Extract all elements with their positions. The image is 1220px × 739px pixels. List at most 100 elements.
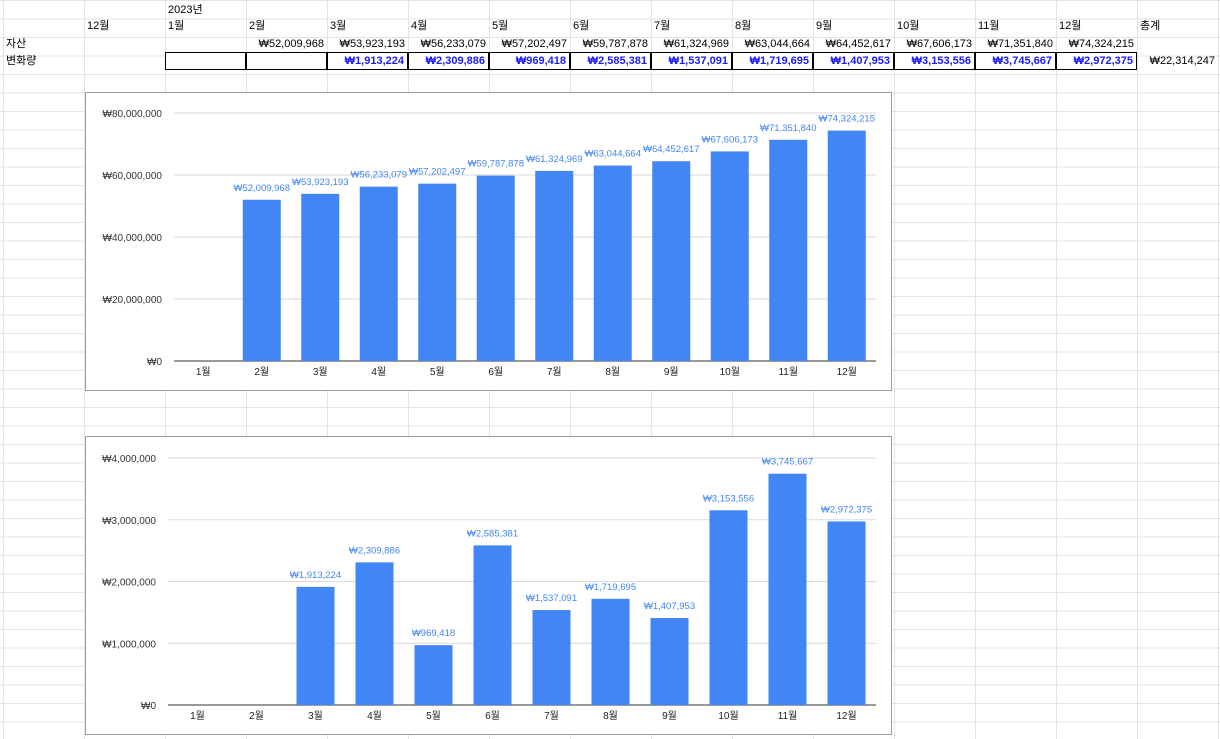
header-cell[interactable]: 10월: [897, 20, 920, 32]
header-cell[interactable]: 총계: [1140, 20, 1161, 32]
header-cell[interactable]: 8월: [735, 20, 752, 32]
bar[interactable]: [650, 618, 689, 705]
bar[interactable]: [476, 175, 515, 361]
x-tick-label: 3월: [313, 366, 328, 378]
delta-cell[interactable]: ₩3,153,556: [894, 52, 975, 70]
data-label: ₩67,606,173: [701, 134, 758, 145]
y-tick-label: ₩80,000,000: [103, 109, 163, 120]
bar[interactable]: [355, 562, 394, 705]
header-cell[interactable]: 7월: [654, 20, 671, 32]
asset-cell[interactable]: ₩74,324,215: [1068, 38, 1134, 50]
bar[interactable]: [473, 545, 512, 705]
x-tick-label: 6월: [488, 366, 503, 378]
bar[interactable]: [827, 521, 866, 705]
asset-chart-svg: ₩0 ₩20,000,000 ₩40,000,000 ₩60,000,000 ₩80,0…: [103, 109, 876, 378]
data-label: ₩57,202,497: [409, 167, 466, 178]
x-tick-label: 5월: [426, 710, 441, 722]
header-cell[interactable]: 2월: [249, 20, 266, 32]
x-tick-label: 8월: [605, 366, 620, 378]
bar[interactable]: [359, 186, 398, 361]
bar[interactable]: [242, 199, 281, 361]
delta-cell[interactable]: ₩3,745,667: [975, 52, 1056, 70]
bar[interactable]: [414, 645, 453, 705]
data-label: ₩1,719,695: [585, 582, 636, 593]
year-label[interactable]: 2023년: [168, 4, 203, 16]
header-cell[interactable]: 1월: [168, 20, 185, 32]
bar[interactable]: [769, 139, 808, 361]
x-tick-label: 5월: [430, 366, 445, 378]
x-tick-label: 11월: [778, 710, 798, 722]
header-cell[interactable]: 9월: [816, 20, 833, 32]
data-label: ₩56,233,079: [350, 170, 407, 181]
x-tick-label: 3월: [308, 710, 323, 722]
asset-cell[interactable]: [1137, 35, 1218, 53]
asset-cell[interactable]: [84, 35, 165, 53]
delta-cell[interactable]: [246, 52, 327, 70]
delta-chart[interactable]: ₩0 ₩1,000,000 ₩2,000,000 ₩3,000,000 ₩4,000,0…: [85, 436, 892, 735]
y-tick-label: ₩20,000,000: [103, 295, 163, 306]
bar[interactable]: [709, 510, 748, 705]
asset-cell[interactable]: ₩61,324,969: [663, 38, 729, 50]
header-cell[interactable]: 4월: [411, 20, 428, 32]
asset-cell[interactable]: ₩64,452,617: [825, 38, 891, 50]
delta-cell[interactable]: ₩22,314,247: [1149, 55, 1215, 67]
bar[interactable]: [652, 161, 691, 361]
y-tick-label: ₩0: [147, 357, 162, 368]
bar[interactable]: [296, 586, 335, 705]
asset-cell[interactable]: ₩67,606,173: [906, 38, 972, 50]
bar[interactable]: [535, 170, 574, 361]
delta-cell[interactable]: ₩1,719,695: [732, 52, 813, 70]
x-tick-label: 9월: [664, 366, 679, 378]
bar[interactable]: [301, 193, 340, 361]
bar[interactable]: [418, 183, 457, 361]
x-tick-label: 11월: [778, 366, 798, 378]
bar[interactable]: [710, 151, 749, 361]
data-label: ₩969,418: [412, 628, 455, 639]
y-tick-label: ₩4,000,000: [102, 454, 156, 465]
delta-cell[interactable]: ₩1,407,953: [813, 52, 894, 70]
data-label: ₩61,324,969: [526, 154, 583, 165]
header-cell[interactable]: 5월: [492, 20, 509, 32]
delta-cell[interactable]: ₩2,309,886: [408, 52, 489, 70]
bar[interactable]: [768, 473, 807, 705]
data-label: ₩2,585,381: [467, 528, 518, 539]
data-label: ₩3,745,667: [762, 457, 813, 468]
delta-cell[interactable]: ₩1,537,091: [651, 52, 732, 70]
asset-chart[interactable]: ₩0 ₩20,000,000 ₩40,000,000 ₩60,000,000 ₩80,0…: [85, 92, 892, 391]
delta-cell[interactable]: ₩1,913,224: [327, 52, 408, 70]
data-label: ₩1,537,091: [526, 593, 577, 604]
asset-row-label[interactable]: 자산: [6, 38, 27, 50]
delta-cell[interactable]: ₩969,418: [489, 52, 570, 70]
asset-cell[interactable]: ₩52,009,968: [258, 38, 324, 50]
header-cell[interactable]: 6월: [573, 20, 590, 32]
x-tick-label: 6월: [485, 710, 500, 722]
bar[interactable]: [532, 610, 571, 705]
header-cell[interactable]: 11월: [978, 20, 1000, 32]
x-tick-label: 10월: [718, 710, 738, 722]
asset-cell[interactable]: ₩63,044,664: [744, 38, 810, 50]
delta-cell[interactable]: [84, 52, 165, 70]
delta-cell[interactable]: [165, 52, 246, 70]
x-tick-label: 10월: [720, 366, 740, 378]
bar[interactable]: [591, 598, 630, 705]
x-tick-label: 9월: [662, 710, 677, 722]
header-cell[interactable]: 12월: [87, 20, 110, 32]
delta-cell[interactable]: ₩2,585,381: [570, 52, 651, 70]
asset-cell[interactable]: ₩57,202,497: [501, 38, 567, 50]
asset-cell[interactable]: [165, 35, 246, 53]
delta-cell[interactable]: ₩2,972,375: [1056, 52, 1137, 70]
bar[interactable]: [827, 130, 866, 361]
data-label: ₩64,452,617: [643, 144, 700, 155]
y-tick-label: ₩60,000,000: [103, 171, 163, 182]
asset-cell[interactable]: ₩71,351,840: [987, 38, 1053, 50]
x-tick-label: 7월: [547, 366, 562, 378]
delta-row-label[interactable]: 변화량: [6, 55, 37, 67]
bar[interactable]: [593, 165, 632, 361]
header-cell[interactable]: 12월: [1059, 20, 1082, 32]
asset-cell[interactable]: ₩53,923,193: [339, 38, 405, 50]
x-tick-label: 7월: [544, 710, 559, 722]
asset-cell[interactable]: ₩59,787,878: [582, 38, 648, 50]
y-tick-label: ₩40,000,000: [103, 233, 163, 244]
asset-cell[interactable]: ₩56,233,079: [420, 38, 486, 50]
header-cell[interactable]: 3월: [330, 20, 347, 32]
